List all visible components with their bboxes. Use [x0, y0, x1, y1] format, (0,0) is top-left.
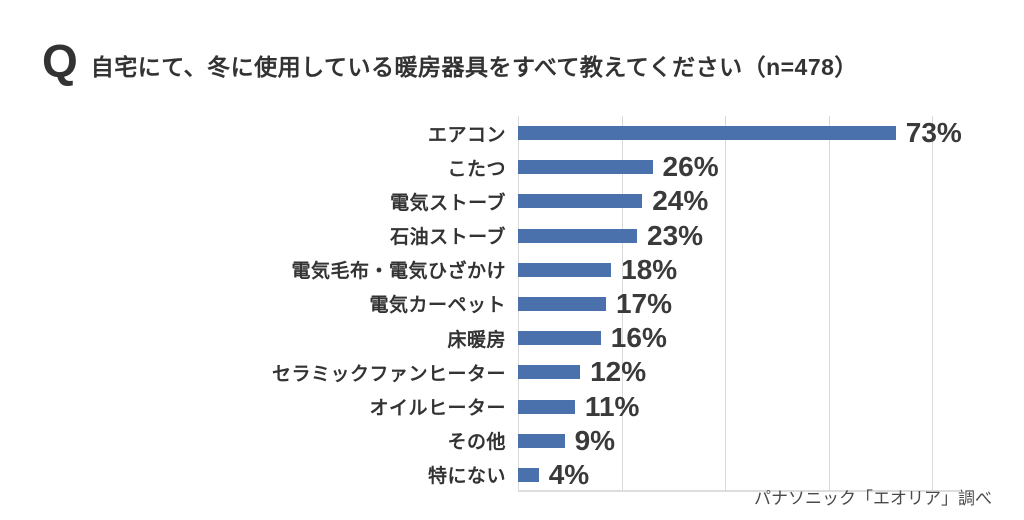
- value-label: 16%: [610, 322, 667, 354]
- bar-row: 電気ストーブ 24%: [0, 184, 1024, 218]
- category-label: エアコン: [427, 124, 506, 146]
- bar: [518, 331, 601, 346]
- bar: [518, 262, 612, 277]
- gridline: [621, 116, 623, 490]
- bar-rows: エアコン 73% こたつ 26% 電気ストーブ 24% 石油ストーブ 23% 電…: [0, 116, 1024, 492]
- value-label: 12%: [590, 356, 647, 388]
- value-label: 73%: [905, 117, 962, 149]
- category-label: セラミックファンヒーター: [271, 363, 506, 385]
- page-title: 自宅にて、冬に使用している暖房器具をすべて教えてください（n=478）: [90, 54, 858, 80]
- bar-chart: エアコン 73% こたつ 26% 電気ストーブ 24% 石油ストーブ 23% 電…: [0, 116, 1024, 492]
- bar: [518, 399, 575, 414]
- bar-row: セラミックファンヒーター 12%: [0, 355, 1024, 389]
- category-label: 電気カーペット: [369, 295, 506, 317]
- category-label: 電気毛布・電気ひざかけ: [291, 261, 506, 283]
- category-label: 特にない: [427, 466, 506, 488]
- bar: [518, 228, 638, 243]
- value-label: 17%: [615, 287, 673, 319]
- category-label: 床暖房: [447, 329, 506, 351]
- category-label: 石油ストーブ: [390, 227, 506, 249]
- value-label: 23%: [647, 219, 704, 251]
- bar-track: 26%: [518, 153, 719, 181]
- bar-track: 18%: [518, 253, 678, 285]
- bar: [518, 296, 606, 311]
- bar-track: 73%: [518, 119, 962, 147]
- value-label: 26%: [662, 151, 719, 183]
- bar-row: 床暖房 16%: [0, 321, 1024, 355]
- bar: [518, 467, 539, 482]
- bar-track: 4%: [518, 458, 590, 490]
- chart-title: Q 自宅にて、冬に使用している暖房器具をすべて教えてください（n=478）: [42, 38, 858, 84]
- value-label: 11%: [584, 390, 640, 422]
- bar-track: 17%: [518, 287, 673, 319]
- category-label: オイルヒーター: [369, 398, 506, 420]
- value-label: 18%: [621, 253, 678, 285]
- bar-row: こたつ 26%: [0, 150, 1024, 184]
- category-label: こたつ: [447, 158, 506, 180]
- source-credit: パナソニック「エオリア」調べ: [754, 489, 992, 508]
- category-label: その他: [447, 432, 506, 454]
- bar-row: 石油ストーブ 23%: [0, 219, 1024, 253]
- bar-track: 16%: [518, 324, 667, 352]
- category-label: 電気ストーブ: [390, 192, 506, 214]
- bar-track: 24%: [518, 187, 708, 215]
- bar-track: 12%: [518, 358, 646, 386]
- bar: [518, 160, 653, 175]
- value-label: 9%: [574, 424, 616, 456]
- bar-row: その他 9%: [0, 424, 1024, 458]
- gridline: [725, 116, 726, 490]
- bar: [518, 433, 565, 448]
- bar-row: エアコン 73%: [0, 116, 1024, 150]
- bar: [518, 365, 581, 380]
- bar-track: 23%: [518, 219, 704, 251]
- bar-track: 11%: [518, 390, 640, 422]
- question-mark-label: Q: [42, 35, 78, 87]
- bar-row: オイルヒーター 11%: [0, 389, 1024, 423]
- bar-row: 電気毛布・電気ひざかけ 18%: [0, 253, 1024, 287]
- gridline: [828, 116, 830, 490]
- bar-track: 9%: [518, 424, 616, 456]
- bar-row: 電気カーペット 17%: [0, 287, 1024, 321]
- bar: [518, 126, 896, 141]
- value-label: 4%: [548, 458, 590, 490]
- bar: [518, 194, 643, 209]
- gridline: [932, 116, 933, 490]
- bar-row: 特にない 4%: [0, 458, 1024, 492]
- value-label: 24%: [652, 185, 709, 217]
